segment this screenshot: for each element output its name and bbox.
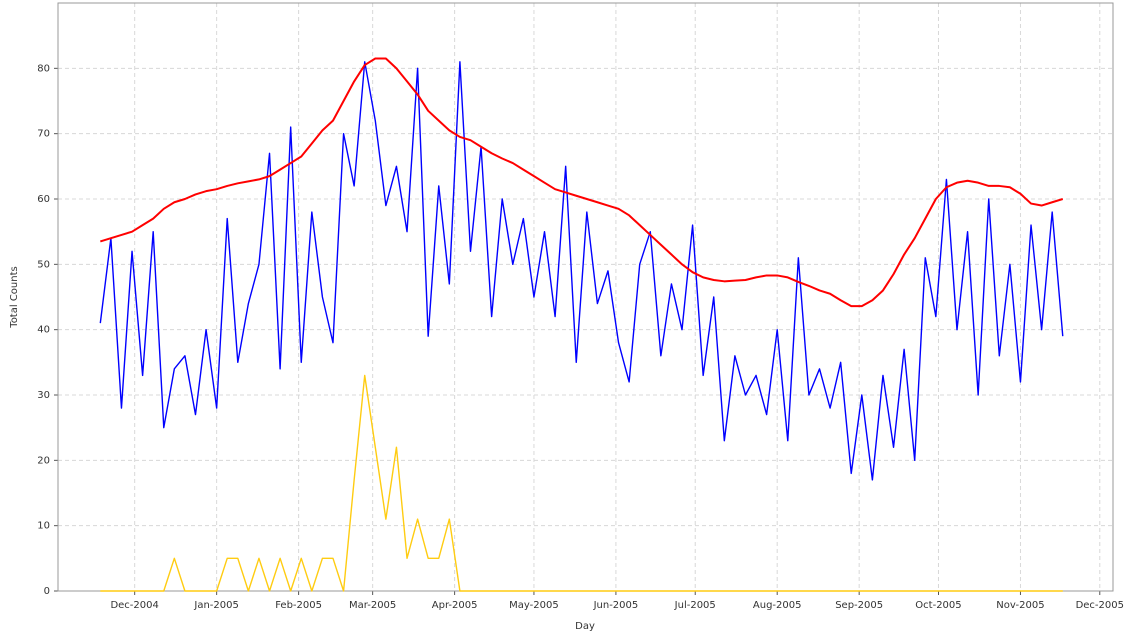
y-tick-label: 50 xyxy=(37,259,50,270)
x-tick-label: Apr-2005 xyxy=(432,600,478,611)
y-tick-label: 10 xyxy=(37,521,50,532)
x-tick-label: Jan-2005 xyxy=(193,600,238,611)
x-tick-label: Dec-2004 xyxy=(110,600,158,611)
series-line xyxy=(100,374,1063,592)
y-tick-label: 80 xyxy=(37,63,50,74)
series-line xyxy=(99,61,1064,481)
series-line xyxy=(100,57,1064,308)
x-tick-label: Nov-2005 xyxy=(996,600,1044,611)
y-axis-label: Total Counts xyxy=(9,266,20,328)
x-axis-label: Day xyxy=(575,621,595,632)
y-tick-label: 20 xyxy=(37,455,50,466)
x-tick-label: Mar-2005 xyxy=(349,600,396,611)
x-tick-label: Jul-2005 xyxy=(674,600,716,611)
x-tick-label: Jun-2005 xyxy=(593,600,639,611)
y-tick-label: 70 xyxy=(37,129,50,140)
y-tick-label: 40 xyxy=(37,325,50,336)
x-tick-label: Feb-2005 xyxy=(275,600,322,611)
y-tick-label: 60 xyxy=(37,194,50,205)
x-tick-label: Dec-2005 xyxy=(1076,600,1124,611)
x-tick-label: Oct-2005 xyxy=(915,600,961,611)
y-tick-label: 30 xyxy=(37,390,50,401)
x-tick-label: May-2005 xyxy=(509,600,559,611)
x-tick-label: Sep-2005 xyxy=(835,600,883,611)
y-tick-label: 0 xyxy=(44,586,50,597)
x-tick-label: Aug-2005 xyxy=(753,600,802,611)
